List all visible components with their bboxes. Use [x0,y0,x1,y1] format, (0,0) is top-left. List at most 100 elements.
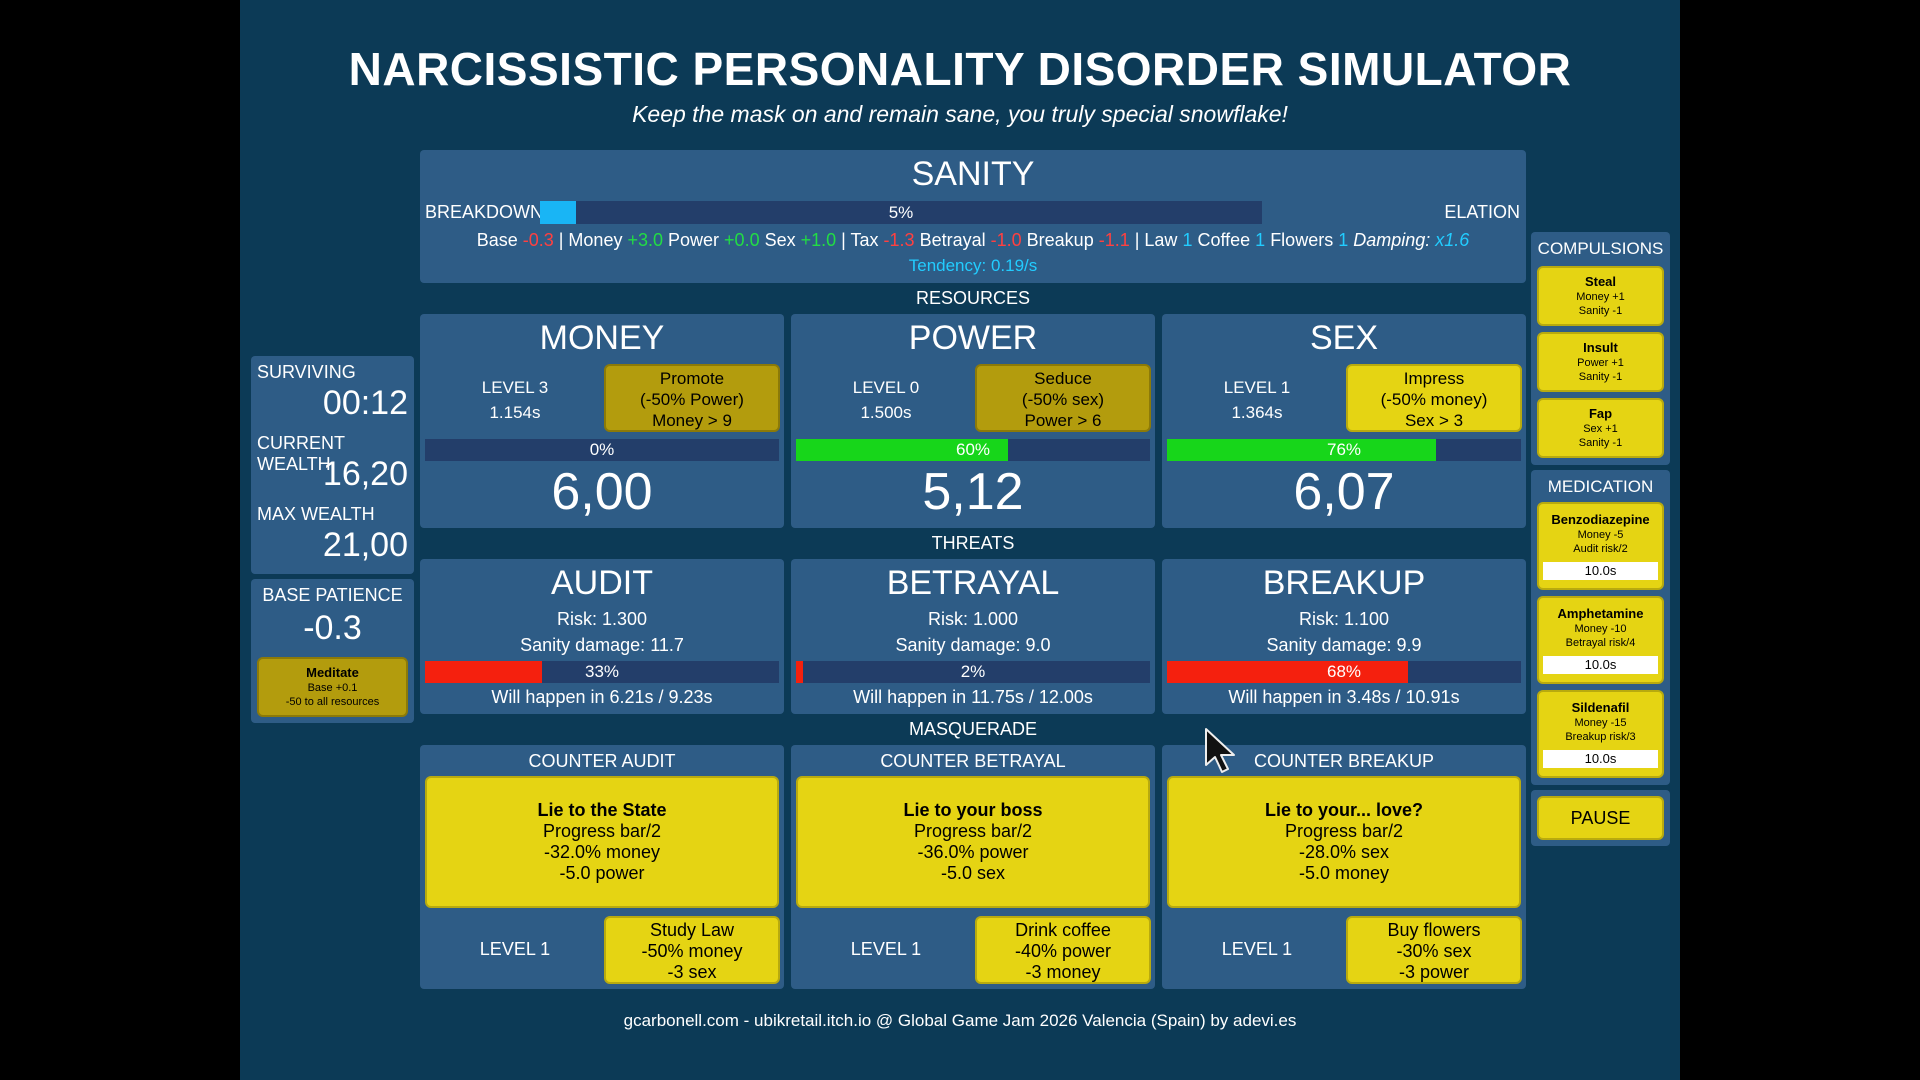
lie-to-state-button[interactable]: Lie to the State Progress bar/2 -32.0% m… [425,776,779,908]
medication-timer: 10.0s [1543,750,1658,768]
compulsion-line: Sanity -1 [1578,371,1623,383]
threats-heading: THREATS [931,533,1015,553]
lie-to-boss-button[interactable]: Lie to your boss Progress bar/2 -36.0% p… [796,776,1150,908]
threat-name: AUDIT [551,564,653,602]
modifier-label: Coffee [1192,230,1256,250]
action-title: Lie to the State [537,800,667,820]
modifier-label: | Law [1129,230,1183,250]
threat-damage: Sanity damage: 9.0 [895,635,1051,655]
threat-card-betrayal: BETRAYAL Risk: 1.000 Sanity damage: 9.0 … [791,559,1155,714]
button-line: Impress [1403,369,1465,388]
sanity-panel: SANITY BREAKDOWN 5% ELATION Base -0.3 | … [420,150,1526,283]
upgrade-line: -3 power [1398,962,1470,982]
benzodiazepine-button[interactable]: Benzodiazepine Money -5 Audit risk/2 10.… [1537,502,1664,590]
modifier-value: 1 [1338,230,1349,250]
drink-coffee-button[interactable]: Drink coffee -40% power -3 money [975,916,1151,984]
compulsions-panel: COMPULSIONS Steal Money +1 Sanity -1 Ins… [1531,232,1670,465]
lie-to-love-button[interactable]: Lie to your... love? Progress bar/2 -28.… [1167,776,1521,908]
resource-level-info: LEVEL 1 1.364s [1182,375,1332,425]
action-line: -5.0 power [559,863,645,883]
resource-time: 1.500s [860,403,912,422]
buy-flowers-button[interactable]: Buy flowers -30% sex -3 power [1346,916,1522,984]
upgrade-line: -40% power [1014,941,1112,961]
modifier-label: Base [476,230,523,250]
medication-timer: 10.0s [1543,656,1658,674]
pause-button[interactable]: PAUSE [1537,796,1664,840]
medication-line: Money -15 [1574,717,1627,729]
resource-progress-text: 76% [1326,440,1362,459]
modifier-label: | Money [553,230,628,250]
button-line: (-50% sex) [1021,390,1105,409]
game-subtitle: Keep the mask on and remain sane, you tr… [632,101,1288,127]
action-title: Lie to your boss [903,800,1043,820]
modifier-value: +1.0 [800,230,837,250]
patience-panel: BASE PATIENCE -0.3 Meditate Base +0.1 -5… [251,579,414,723]
threat-risk: Risk: 1.100 [1298,609,1390,629]
threat-risk: Risk: 1.000 [927,609,1019,629]
meditate-button[interactable]: Meditate Base +0.1 -50 to all resources [257,657,408,717]
amphetamine-button[interactable]: Amphetamine Money -10 Betrayal risk/4 10… [1537,596,1664,684]
modifier-label: Sex [759,230,801,250]
compulsion-title: Insult [1583,340,1618,355]
threat-progress-text: 33% [584,662,620,681]
compulsion-line: Sanity -1 [1578,437,1623,449]
seduce-button[interactable]: Seduce (-50% sex) Power > 6 [975,364,1151,432]
pause-panel: PAUSE [1531,790,1670,846]
sildenafil-button[interactable]: Sildenafil Money -15 Breakup risk/3 10.0… [1537,690,1664,778]
modifier-label: Power [663,230,725,250]
button-line: Money > 9 [652,411,732,430]
resource-progress-fill [796,439,1009,461]
action-line: -5.0 sex [940,863,1006,883]
threat-progress-bar: 68% [1167,661,1521,683]
action-line: Progress bar/2 [913,821,1033,841]
action-line: Progress bar/2 [1284,821,1404,841]
medication-name: Sildenafil [1571,700,1630,715]
meditate-line: Base +0.1 [307,682,358,694]
threat-progress-fill [796,661,804,683]
sanity-left-label: BREAKDOWN [425,202,544,222]
resource-time: 1.154s [489,403,541,422]
game-screen: NARCISSISTIC PERSONALITY DISORDER SIMULA… [240,0,1680,1080]
surviving-value: 00:12 [322,384,408,422]
promote-button[interactable]: Promote (-50% Power) Money > 9 [604,364,780,432]
resource-card-sex: SEX LEVEL 1 1.364s Impress (-50% money) … [1162,314,1526,528]
footer-credits: gcarbonell.com - ubikretail.itch.io @ Gl… [623,1011,1297,1030]
threat-progress-bar: 33% [425,661,779,683]
resource-progress-bar: 0% [425,439,779,461]
current-wealth-label: CURRENT WEALTH [257,433,345,474]
resource-progress-bar: 60% [796,439,1150,461]
medication-name: Amphetamine [1557,606,1644,621]
upgrade-line: Study Law [649,920,735,940]
upgrade-line: Buy flowers [1387,920,1481,940]
medication-name: Benzodiazepine [1551,512,1650,527]
resource-value: 6,00 [551,463,653,521]
counter-header: COUNTER AUDIT [528,751,676,771]
resource-card-money: MONEY LEVEL 3 1.154s Promote (-50% Power… [420,314,784,528]
resource-name: MONEY [539,319,665,357]
threat-risk: Risk: 1.300 [556,609,648,629]
insult-button[interactable]: Insult Power +1 Sanity -1 [1537,332,1664,392]
counter-header: COUNTER BREAKUP [1253,751,1435,771]
button-line: Power > 6 [1024,411,1102,430]
fap-button[interactable]: Fap Sex +1 Sanity -1 [1537,398,1664,458]
compulsion-line: Power +1 [1577,357,1624,369]
modifier-label: Betrayal [914,230,991,250]
meditate-line: -50 to all resources [285,696,380,708]
action-line: -36.0% power [917,842,1029,862]
current-wealth-value: 16,20 [322,455,408,493]
impress-button[interactable]: Impress (-50% money) Sex > 3 [1346,364,1522,432]
steal-button[interactable]: Steal Money +1 Sanity -1 [1537,266,1664,326]
threat-progress-fill [425,661,542,683]
threat-progress-text: 2% [960,662,986,681]
threat-eta: Will happen in 11.75s / 12.00s [853,687,1093,707]
sanity-tendency: Tendency: 0.19/s [908,256,1038,275]
medication-title: MEDICATION [1547,477,1654,496]
study-law-button[interactable]: Study Law -50% money -3 sex [604,916,780,984]
sanity-right-label: ELATION [1444,202,1520,222]
resource-progress-bar: 76% [1167,439,1521,461]
sanity-bar-text: 5% [888,203,914,222]
button-line: (-50% money) [1380,390,1488,409]
resource-value: 6,07 [1293,463,1395,521]
medication-line: Money -10 [1574,623,1627,635]
resource-level-info: LEVEL 0 1.500s [811,375,961,425]
